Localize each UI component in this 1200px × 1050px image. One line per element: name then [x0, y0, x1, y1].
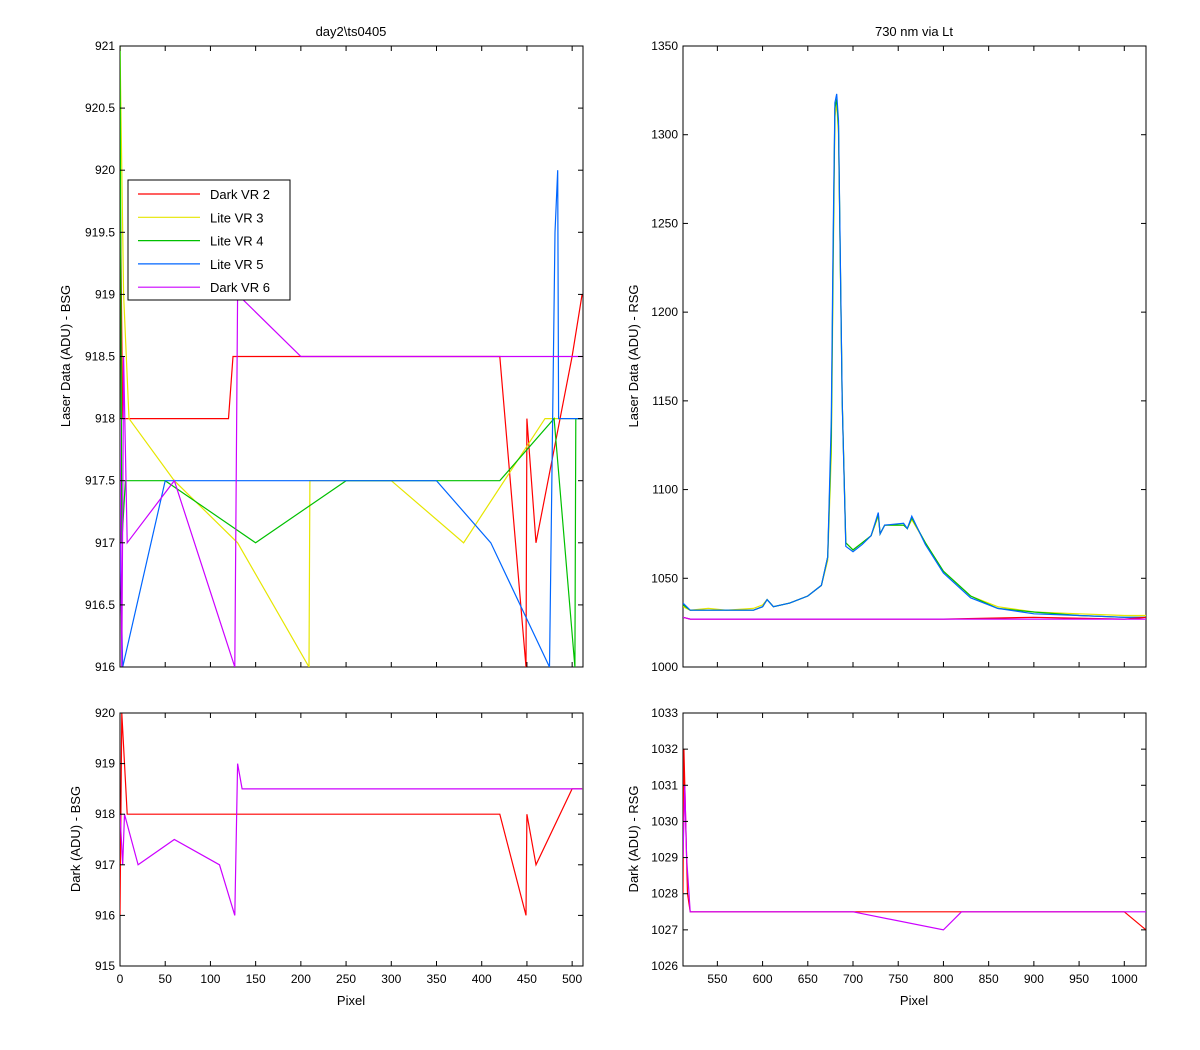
y-tick-label: 1029 — [651, 851, 678, 865]
y-tick-label: 916 — [95, 660, 115, 674]
x-tick-label: 850 — [979, 972, 999, 986]
y-tick-label: 917 — [95, 536, 115, 550]
axes-frame — [682, 45, 1147, 668]
x-tick-label: 800 — [933, 972, 953, 986]
axis-ticks: 916 916.5 917 917.5 918 918.5 919 919.5 920 920.5… — [85, 39, 583, 674]
legend-label-dark-vr-6: Dark VR 6 — [210, 280, 270, 295]
y-tick-label: 1050 — [651, 571, 678, 585]
x-tick-label: 300 — [381, 972, 401, 986]
x-axis-label: Pixel — [337, 993, 365, 1008]
x-tick-label: 550 — [707, 972, 727, 986]
x-tick-label: 900 — [1024, 972, 1044, 986]
y-tick-label: 1100 — [652, 483, 678, 497]
y-tick-label: 1250 — [651, 216, 678, 230]
y-tick-label: 1150 — [652, 394, 678, 408]
panel-title: 730 nm via Lt — [875, 24, 953, 39]
y-tick-label: 1032 — [651, 742, 678, 756]
plot-area — [683, 749, 1146, 931]
plot-area — [120, 46, 583, 667]
y-tick-label: 1350 — [651, 39, 678, 53]
y-tick-label: 919.5 — [85, 225, 115, 239]
panel-bottom-left: 915 916 917 918 919 920 0 50 100 150 200 250 300 350 4… — [68, 706, 584, 1008]
x-axis-label: Pixel — [900, 993, 928, 1008]
x-tick-label: 500 — [562, 972, 582, 986]
y-tick-label: 920 — [95, 706, 115, 720]
y-axis-label: Dark (ADU) - RSG — [626, 786, 641, 893]
y-tick-label: 916.5 — [85, 598, 115, 612]
x-tick-label: 200 — [291, 972, 311, 986]
x-tick-label: 250 — [336, 972, 356, 986]
legend-label-lite-vr-4: Lite VR 4 — [210, 234, 263, 249]
y-tick-label: 1031 — [651, 778, 678, 792]
x-tick-label: 650 — [798, 972, 818, 986]
y-tick-label: 919 — [95, 757, 115, 771]
axis-ticks: 915 916 917 918 919 920 0 50 100 150 200 250 300 350 4… — [95, 706, 583, 986]
legend: Dark VR 2 Lite VR 3 Lite VR 4 Lite VR 5 Dark… — [127, 179, 291, 301]
y-tick-label: 1200 — [651, 305, 678, 319]
y-axis-label: Dark (ADU) - BSG — [68, 786, 83, 892]
x-tick-label: 150 — [246, 972, 266, 986]
series-dark-vr-6-line — [120, 292, 583, 667]
x-tick-label: 0 — [117, 972, 124, 986]
axes-frame — [119, 712, 584, 967]
series-lite-vr-5-line — [683, 93, 1146, 618]
x-tick-label: 100 — [200, 972, 220, 986]
y-tick-label: 917 — [95, 858, 115, 872]
y-tick-label: 918 — [95, 412, 115, 426]
x-tick-label: 50 — [159, 972, 173, 986]
legend-label-dark-vr-2: Dark VR 2 — [210, 187, 270, 202]
y-tick-label: 918 — [95, 807, 115, 821]
series-lite-vr-5-line — [120, 170, 583, 667]
y-tick-label: 921 — [95, 39, 115, 53]
x-tick-label: 700 — [843, 972, 863, 986]
x-tick-label: 400 — [472, 972, 492, 986]
panel-top-right: 1000 1050 1100 1150 1200 1250 1300 1350 730 nm … — [626, 24, 1147, 674]
y-axis-label: Laser Data (ADU) - BSG — [58, 285, 73, 427]
y-tick-label: 1033 — [651, 706, 678, 720]
y-tick-label: 918.5 — [85, 350, 115, 364]
y-tick-label: 920 — [95, 163, 115, 177]
y-tick-label: 1300 — [651, 128, 678, 142]
y-tick-label: 917.5 — [85, 474, 115, 488]
y-tick-label: 915 — [95, 959, 115, 973]
x-tick-label: 600 — [753, 972, 773, 986]
x-tick-label: 750 — [888, 972, 908, 986]
legend-label-lite-vr-3: Lite VR 3 — [210, 210, 263, 225]
y-tick-label: 919 — [95, 287, 115, 301]
y-tick-label: 916 — [95, 908, 115, 922]
axes-frame — [682, 712, 1147, 967]
plot-area — [683, 93, 1146, 620]
x-tick-label: 450 — [517, 972, 537, 986]
panel-top-left: 916 916.5 917 917.5 918 918.5 919 919.5 920 920.5… — [58, 24, 584, 674]
series-dark-vr-2-line — [120, 713, 583, 916]
y-tick-label: 1027 — [651, 923, 678, 937]
panel-bottom-right: 1026 1027 1028 1029 1030 1031 1032 1033 550 600 65… — [626, 706, 1147, 1008]
series-dark-vr-6-line — [683, 785, 1146, 931]
x-tick-label: 350 — [426, 972, 446, 986]
y-tick-label: 1026 — [651, 959, 678, 973]
series-lite-vr-3-line — [120, 46, 583, 667]
y-tick-label: 1028 — [651, 887, 678, 901]
y-tick-label: 1030 — [651, 814, 678, 828]
legend-label-lite-vr-5: Lite VR 5 — [210, 257, 263, 272]
y-axis-label: Laser Data (ADU) - RSG — [626, 284, 641, 427]
axis-ticks: 1000 1050 1100 1150 1200 1250 1300 1350 — [651, 39, 1146, 674]
x-tick-label: 1000 — [1111, 972, 1138, 986]
series-dark-vr-6-line — [683, 616, 1146, 620]
x-tick-label: 950 — [1069, 972, 1089, 986]
axis-ticks: 1026 1027 1028 1029 1030 1031 1032 1033 550 600 65… — [651, 706, 1146, 986]
y-tick-label: 1000 — [651, 660, 678, 674]
panel-title: day2\ts0405 — [316, 24, 387, 39]
y-tick-label: 920.5 — [85, 101, 115, 115]
